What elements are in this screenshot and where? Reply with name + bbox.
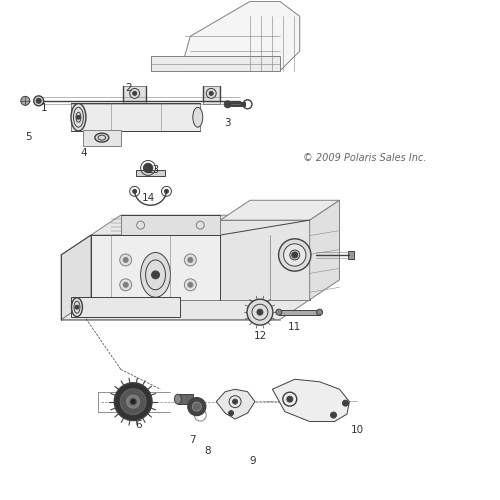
- Circle shape: [132, 92, 136, 96]
- Circle shape: [144, 164, 152, 172]
- Polygon shape: [136, 170, 166, 176]
- Circle shape: [342, 400, 348, 406]
- Text: 12: 12: [254, 330, 266, 340]
- Polygon shape: [279, 310, 320, 314]
- Text: 11: 11: [288, 322, 302, 332]
- Polygon shape: [203, 86, 220, 104]
- Polygon shape: [231, 102, 245, 106]
- Circle shape: [123, 282, 128, 288]
- Circle shape: [123, 258, 128, 262]
- Ellipse shape: [72, 298, 83, 316]
- Circle shape: [152, 271, 160, 279]
- Circle shape: [114, 383, 152, 420]
- Text: © 2009 Polaris Sales Inc.: © 2009 Polaris Sales Inc.: [302, 153, 426, 163]
- Ellipse shape: [174, 394, 182, 404]
- Circle shape: [192, 402, 202, 411]
- Text: 6: 6: [135, 420, 141, 430]
- Ellipse shape: [95, 133, 109, 142]
- Circle shape: [316, 309, 322, 315]
- Text: 10: 10: [350, 425, 364, 435]
- Polygon shape: [150, 56, 280, 71]
- Circle shape: [21, 96, 29, 106]
- Circle shape: [132, 190, 136, 194]
- Polygon shape: [178, 394, 193, 404]
- Polygon shape: [310, 200, 340, 300]
- Text: 2: 2: [125, 84, 132, 94]
- Circle shape: [130, 398, 136, 404]
- Text: 14: 14: [142, 193, 154, 203]
- Polygon shape: [84, 130, 120, 146]
- Ellipse shape: [290, 250, 300, 260]
- Circle shape: [184, 254, 196, 266]
- Circle shape: [164, 190, 168, 194]
- Circle shape: [188, 282, 193, 288]
- Polygon shape: [220, 200, 340, 220]
- Text: 3: 3: [224, 118, 231, 128]
- Polygon shape: [348, 251, 354, 259]
- Circle shape: [184, 279, 196, 291]
- Circle shape: [276, 309, 282, 315]
- Text: 9: 9: [249, 456, 256, 466]
- Polygon shape: [71, 104, 200, 130]
- Circle shape: [188, 398, 206, 415]
- Ellipse shape: [140, 252, 170, 297]
- Circle shape: [36, 98, 41, 103]
- Circle shape: [330, 412, 336, 418]
- Circle shape: [120, 254, 132, 266]
- Polygon shape: [272, 380, 349, 422]
- Circle shape: [292, 252, 298, 258]
- Ellipse shape: [193, 108, 203, 127]
- Polygon shape: [71, 297, 180, 317]
- Circle shape: [75, 305, 79, 309]
- Circle shape: [228, 410, 234, 416]
- Circle shape: [232, 399, 237, 404]
- Polygon shape: [220, 220, 310, 300]
- Circle shape: [257, 309, 263, 315]
- Circle shape: [130, 88, 140, 99]
- Circle shape: [76, 116, 80, 119]
- Polygon shape: [120, 215, 220, 235]
- Text: 8: 8: [204, 446, 211, 456]
- Polygon shape: [216, 389, 255, 419]
- Ellipse shape: [71, 104, 86, 131]
- Text: 13: 13: [146, 166, 160, 175]
- Polygon shape: [91, 235, 270, 300]
- Polygon shape: [61, 235, 91, 320]
- Text: 1: 1: [40, 104, 47, 114]
- Circle shape: [126, 395, 140, 408]
- Circle shape: [247, 299, 273, 325]
- Text: 4: 4: [80, 148, 86, 158]
- Circle shape: [188, 258, 193, 262]
- Ellipse shape: [284, 244, 306, 266]
- Circle shape: [209, 92, 213, 96]
- Circle shape: [287, 396, 293, 402]
- Circle shape: [120, 279, 132, 291]
- Polygon shape: [61, 300, 310, 320]
- Circle shape: [120, 388, 146, 414]
- Circle shape: [206, 88, 216, 99]
- Text: 5: 5: [26, 132, 32, 141]
- Polygon shape: [91, 215, 300, 235]
- Ellipse shape: [278, 239, 311, 271]
- Circle shape: [224, 101, 231, 108]
- Polygon shape: [180, 2, 300, 71]
- Text: 7: 7: [190, 435, 196, 445]
- Circle shape: [34, 96, 43, 106]
- Polygon shape: [123, 86, 146, 104]
